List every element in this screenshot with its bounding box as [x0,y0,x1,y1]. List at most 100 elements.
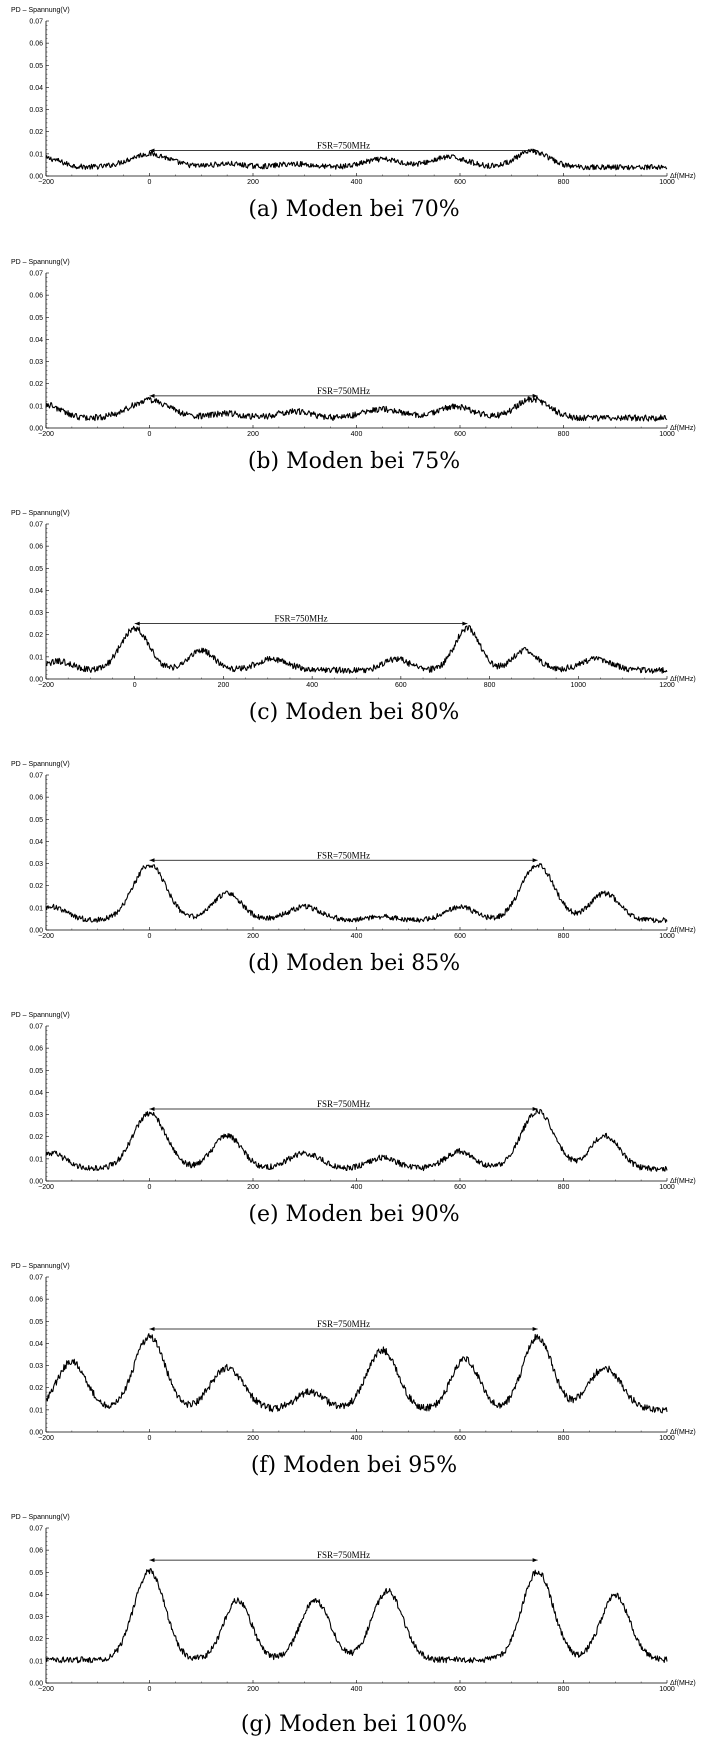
x-tick-label-f-4: 600 [454,1435,466,1442]
y-tick-label-a-5: 0.05 [29,63,43,70]
y-tick-label-f-4: 0.04 [29,1341,43,1348]
y-tick-label-a-0: 0.00 [29,174,43,181]
y-tick-label-c-1: 0.01 [29,654,43,661]
y-tick-label-c-5: 0.05 [29,566,43,573]
fsr-label-a: FSR=750MHz [317,141,370,151]
fsr-arrowhead-left-c [134,621,140,626]
fsr-arrowhead-left-g [149,1558,155,1563]
y-tick-label-g-1: 0.01 [29,1658,43,1665]
fsr-label-d: FSR=750MHz [317,850,370,860]
x-tick-label-a-5: 800 [558,179,570,186]
y-tick-label-a-2: 0.02 [29,129,43,136]
x-tick-label-g-6: 1000 [659,1686,675,1693]
series-line-b-0 [45,396,668,422]
y-tick-label-e-4: 0.04 [29,1090,43,1097]
y-tick-label-f-6: 0.06 [29,1297,43,1304]
fsr-arrowhead-left-b [149,393,155,398]
caption-g: (g) Moden bei 100% [240,1712,468,1737]
y-tick-label-g-3: 0.03 [29,1614,43,1621]
y-tick-label-c-7: 0.07 [29,522,43,529]
x-axis-label-d: Δf(MHz) [670,927,696,934]
y-tick-label-c-4: 0.04 [29,588,43,595]
y-tick-label-f-1: 0.01 [29,1407,43,1414]
y-tick-label-c-6: 0.06 [29,544,43,551]
x-tick-label-f-2: 200 [247,1435,259,1442]
fsr-arrowhead-right-d [532,858,538,863]
y-tick-label-a-4: 0.04 [29,85,43,92]
x-tick-label-d-1: 0 [148,933,152,940]
x-tick-label-b-6: 1000 [659,431,675,438]
x-axis-label-e: Δf(MHz) [670,1178,696,1185]
y-tick-label-d-7: 0.07 [29,773,43,780]
y-tick-label-b-0: 0.00 [29,426,43,433]
y-tick-label-d-3: 0.03 [29,861,43,868]
x-tick-label-b-5: 800 [558,431,570,438]
fsr-arrowhead-right-f [532,1327,538,1332]
fsr-label-b: FSR=750MHz [317,386,370,396]
fsr-label-c: FSR=750MHz [275,614,328,624]
y-tick-label-c-2: 0.02 [29,632,43,639]
series-line-d-0 [45,862,668,924]
x-tick-label-c-6: 1000 [570,682,586,689]
y-tick-label-g-4: 0.04 [29,1592,43,1599]
x-tick-label-f-3: 400 [351,1435,363,1442]
y-tick-label-c-0: 0.00 [29,677,43,684]
y-tick-label-e-0: 0.00 [29,1179,43,1186]
x-tick-label-g-1: 0 [148,1686,152,1693]
y-axis-label-a: PD – Spannung(V) [11,7,70,14]
y-tick-label-a-6: 0.06 [29,41,43,48]
y-axis-label-d: PD – Spannung(V) [11,761,70,768]
y-axis-label-g: PD – Spannung(V) [11,1514,70,1521]
x-axis-label-b: Δf(MHz) [670,425,696,432]
x-tick-label-c-2: 200 [218,682,230,689]
x-tick-label-d-0: −200 [38,933,54,940]
y-tick-label-f-0: 0.00 [29,1430,43,1437]
y-tick-label-f-2: 0.02 [29,1385,43,1392]
fsr-arrowhead-right-g [532,1558,538,1563]
y-tick-label-d-5: 0.05 [29,817,43,824]
caption-a: (a) Moden bei 70% [248,197,460,222]
x-tick-label-c-1: 0 [133,682,137,689]
chart-e: 0.00 0.01 0.02 0.03 0.04 0.05 0.06 0.07 −200 0 200… [11,1012,696,1191]
x-tick-label-c-7: 1200 [659,682,675,689]
x-tick-label-c-0: −200 [38,682,54,689]
fsr-arrowhead-left-f [149,1327,155,1332]
x-tick-label-c-3: 400 [306,682,318,689]
x-tick-label-f-6: 1000 [659,1435,675,1442]
x-tick-label-e-6: 1000 [659,1184,675,1191]
caption-b: (b) Moden bei 75% [247,449,461,474]
x-tick-label-e-4: 600 [454,1184,466,1191]
y-tick-label-g-5: 0.05 [29,1570,43,1577]
y-tick-label-b-2: 0.02 [29,381,43,388]
x-tick-label-d-2: 200 [247,933,259,940]
y-tick-label-b-7: 0.07 [29,271,43,278]
y-tick-label-d-0: 0.00 [29,928,43,935]
y-axis-label-f: PD – Spannung(V) [11,1263,70,1270]
fsr-label-g: FSR=750MHz [317,1550,370,1560]
fsr-arrowhead-right-e [532,1107,538,1112]
y-tick-label-d-1: 0.01 [29,905,43,912]
fsr-arrowhead-right-c [462,621,468,626]
x-tick-label-d-5: 800 [558,933,570,940]
x-tick-label-a-0: −200 [38,179,54,186]
x-tick-label-a-3: 400 [351,179,363,186]
caption-d: (d) Moden bei 85% [247,951,461,976]
chart-g: 0.00 0.01 0.02 0.03 0.04 0.05 0.06 0.07 −200 0 200… [11,1514,696,1693]
series-line-e-0 [45,1108,668,1172]
x-axis-label-c: Δf(MHz) [670,676,696,683]
x-tick-label-c-4: 600 [395,682,407,689]
y-tick-label-b-6: 0.06 [29,293,43,300]
x-tick-label-b-4: 600 [454,431,466,438]
caption-f: (f) Moden bei 95% [250,1453,458,1478]
x-tick-label-f-1: 0 [148,1435,152,1442]
x-tick-label-g-2: 200 [247,1686,259,1693]
fsr-label-f: FSR=750MHz [317,1319,370,1329]
x-tick-label-d-6: 1000 [659,933,675,940]
x-tick-label-b-2: 200 [247,431,259,438]
x-tick-label-b-1: 0 [148,431,152,438]
y-tick-label-d-4: 0.04 [29,839,43,846]
y-tick-label-e-3: 0.03 [29,1112,43,1119]
chart-b: 0.00 0.01 0.02 0.03 0.04 0.05 0.06 0.07 −200 0 200… [11,259,696,438]
